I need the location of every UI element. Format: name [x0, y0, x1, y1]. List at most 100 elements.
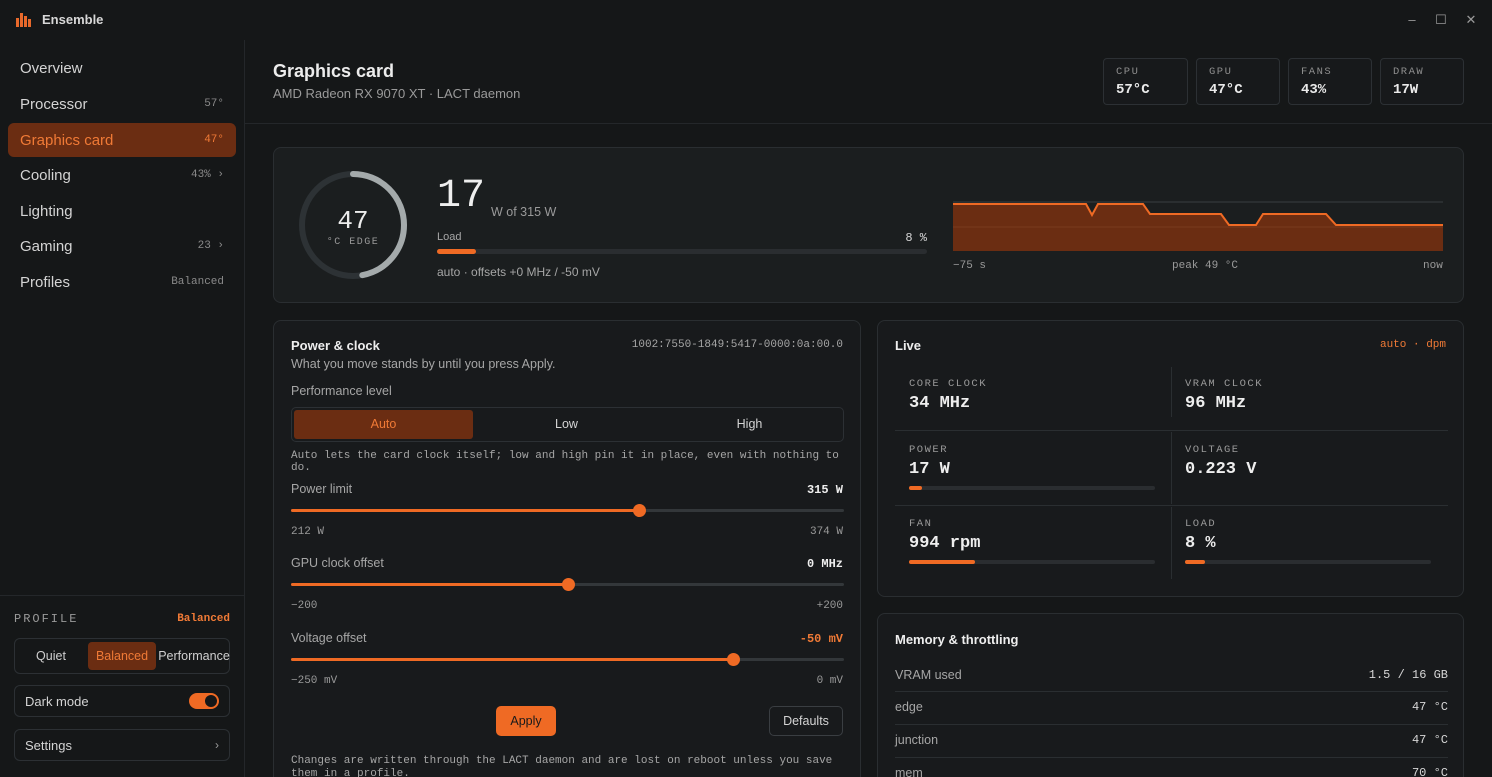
power-limit-slider[interactable] — [291, 504, 844, 517]
divider — [895, 505, 1448, 506]
temperature-gauge — [299, 171, 407, 279]
chip-key: CPU — [1116, 66, 1140, 78]
slider-min-label: −250 mV — [291, 675, 338, 687]
power-history-sparkline — [953, 201, 1443, 251]
sidebar-item-overview[interactable]: Overview — [8, 51, 236, 85]
profile-quiet-button[interactable]: Quiet — [36, 649, 66, 663]
row-value: 1.5 / 16 GB — [1368, 668, 1448, 682]
slider-handle[interactable] — [727, 653, 741, 666]
row-key: edge — [895, 700, 923, 714]
close-icon[interactable]: ✕ — [1465, 12, 1477, 27]
app-title: Ensemble — [42, 12, 104, 27]
profile-balanced-button[interactable]: Balanced — [88, 642, 156, 670]
divider — [1171, 432, 1172, 504]
performance-level-note: Auto lets the card clock itself; low and… — [291, 450, 839, 474]
slider-handle[interactable] — [633, 504, 647, 517]
dark-mode-toggle[interactable] — [189, 693, 219, 709]
stat-value: 8 % — [1185, 534, 1216, 553]
stat-key: LOAD — [1185, 518, 1217, 530]
sidebar-item-gaming[interactable]: Gaming 23 › — [8, 229, 236, 263]
profile-switcher: Quiet Balanced Performance — [14, 638, 230, 674]
sidebar-item-graphics-card[interactable]: Graphics card 47° — [8, 123, 236, 157]
perf-high-button[interactable]: High — [736, 417, 763, 431]
sidebar: Overview Processor 57° Graphics card 47°… — [0, 40, 245, 777]
defaults-button[interactable]: Defaults — [769, 706, 843, 736]
settings-label: Settings — [25, 738, 72, 753]
divider — [1171, 507, 1172, 579]
power-clock-card: Power & clock What you move stands by un… — [273, 320, 861, 777]
perf-low-button[interactable]: Low — [555, 417, 578, 431]
sidebar-item-cooling[interactable]: Cooling 43% › — [8, 158, 236, 192]
sidebar-item-value: Balanced — [171, 276, 224, 288]
page-header: Graphics card AMD Radeon RX 9070 XT · LA… — [245, 40, 1492, 124]
performance-level-selector: Auto Low High — [291, 407, 844, 442]
power-clock-footnote: Changes are written through the LACT dae… — [291, 755, 833, 777]
slider-fill — [291, 583, 568, 586]
sidebar-item-label: Graphics card — [20, 132, 114, 149]
chip-key: GPU — [1209, 66, 1233, 78]
sidebar-item-label: Overview — [20, 60, 83, 77]
dark-mode-label: Dark mode — [25, 694, 89, 709]
maximize-icon[interactable]: ☐ — [1435, 12, 1447, 27]
stat-value: 994 rpm — [909, 534, 981, 553]
stat-key: FAN — [909, 518, 933, 530]
clock-mode-note: auto · offsets +0 MHz / -50 mV — [437, 265, 600, 279]
app-logo-icon — [16, 13, 33, 27]
sidebar-item-value: 43% › — [190, 169, 224, 181]
load-label: Load — [437, 231, 462, 243]
gpu-clock-offset-value: 0 MHz — [806, 557, 843, 571]
apply-button[interactable]: Apply — [496, 706, 556, 736]
load-stat-bar-fill — [1185, 560, 1205, 564]
sidebar-item-lighting[interactable]: Lighting — [8, 194, 236, 228]
card-title: Power & clock — [291, 338, 380, 353]
table-row: edge 47 °C — [895, 691, 1448, 733]
row-value: 70 °C — [1411, 766, 1448, 777]
perf-auto-button[interactable]: Auto — [294, 410, 473, 439]
page-title: Graphics card — [273, 61, 395, 81]
temperature-value: 47 — [337, 206, 369, 236]
slider-fill — [291, 509, 640, 512]
stat-value: 34 MHz — [909, 394, 971, 413]
sparkline-end-label: now — [1423, 260, 1443, 272]
profile-heading: PROFILE — [14, 612, 79, 626]
profile-current: Balanced — [177, 613, 230, 625]
chip-value: 43% — [1301, 82, 1327, 98]
stat-chip-gpu: GPU 47°C — [1196, 58, 1280, 105]
card-title: Live — [895, 338, 922, 353]
sidebar-divider — [0, 595, 244, 596]
table-row: junction 47 °C — [895, 724, 1448, 766]
power-draw-value: 17 — [437, 174, 486, 219]
stat-chip-fans: FANS 43% — [1288, 58, 1372, 105]
stat-key: POWER — [909, 444, 949, 456]
fan-bar — [909, 560, 1155, 564]
gpu-clock-offset-slider[interactable] — [291, 578, 844, 591]
row-value: 47 °C — [1411, 700, 1448, 714]
sidebar-item-processor[interactable]: Processor 57° — [8, 87, 236, 121]
settings-button[interactable]: Settings › — [14, 729, 230, 761]
slider-handle[interactable] — [561, 578, 575, 591]
sidebar-item-label: Profiles — [20, 274, 71, 291]
chip-key: DRAW — [1393, 66, 1425, 78]
row-key: junction — [895, 733, 939, 747]
temperature-label: °C EDGE — [326, 237, 380, 248]
row-key: mem — [895, 766, 923, 777]
divider — [895, 430, 1448, 431]
row-key: VRAM used — [895, 668, 962, 682]
pci-id: 1002:7550-1849:5417-0000:0a:00.0 — [631, 339, 843, 351]
voltage-offset-slider[interactable] — [291, 653, 844, 666]
profile-performance-button[interactable]: Performance — [158, 649, 230, 663]
stat-value: 96 MHz — [1185, 394, 1247, 413]
stat-value: 17 W — [909, 460, 950, 479]
sidebar-item-value: 47° — [204, 134, 224, 146]
card-title: Memory & throttling — [895, 632, 1019, 647]
voltage-offset-value: -50 mV — [799, 632, 843, 646]
stat-value: 0.223 V — [1185, 460, 1257, 479]
minimize-icon[interactable]: – — [1408, 12, 1416, 27]
stat-chip-draw: DRAW 17W — [1380, 58, 1464, 105]
sidebar-item-profiles[interactable]: Profiles Balanced — [8, 265, 236, 299]
card-subtitle: What you move stands by until you press … — [291, 357, 556, 371]
load-stat-bar — [1185, 560, 1431, 564]
table-row: mem 70 °C — [895, 757, 1448, 777]
chip-value: 57°C — [1116, 82, 1150, 98]
